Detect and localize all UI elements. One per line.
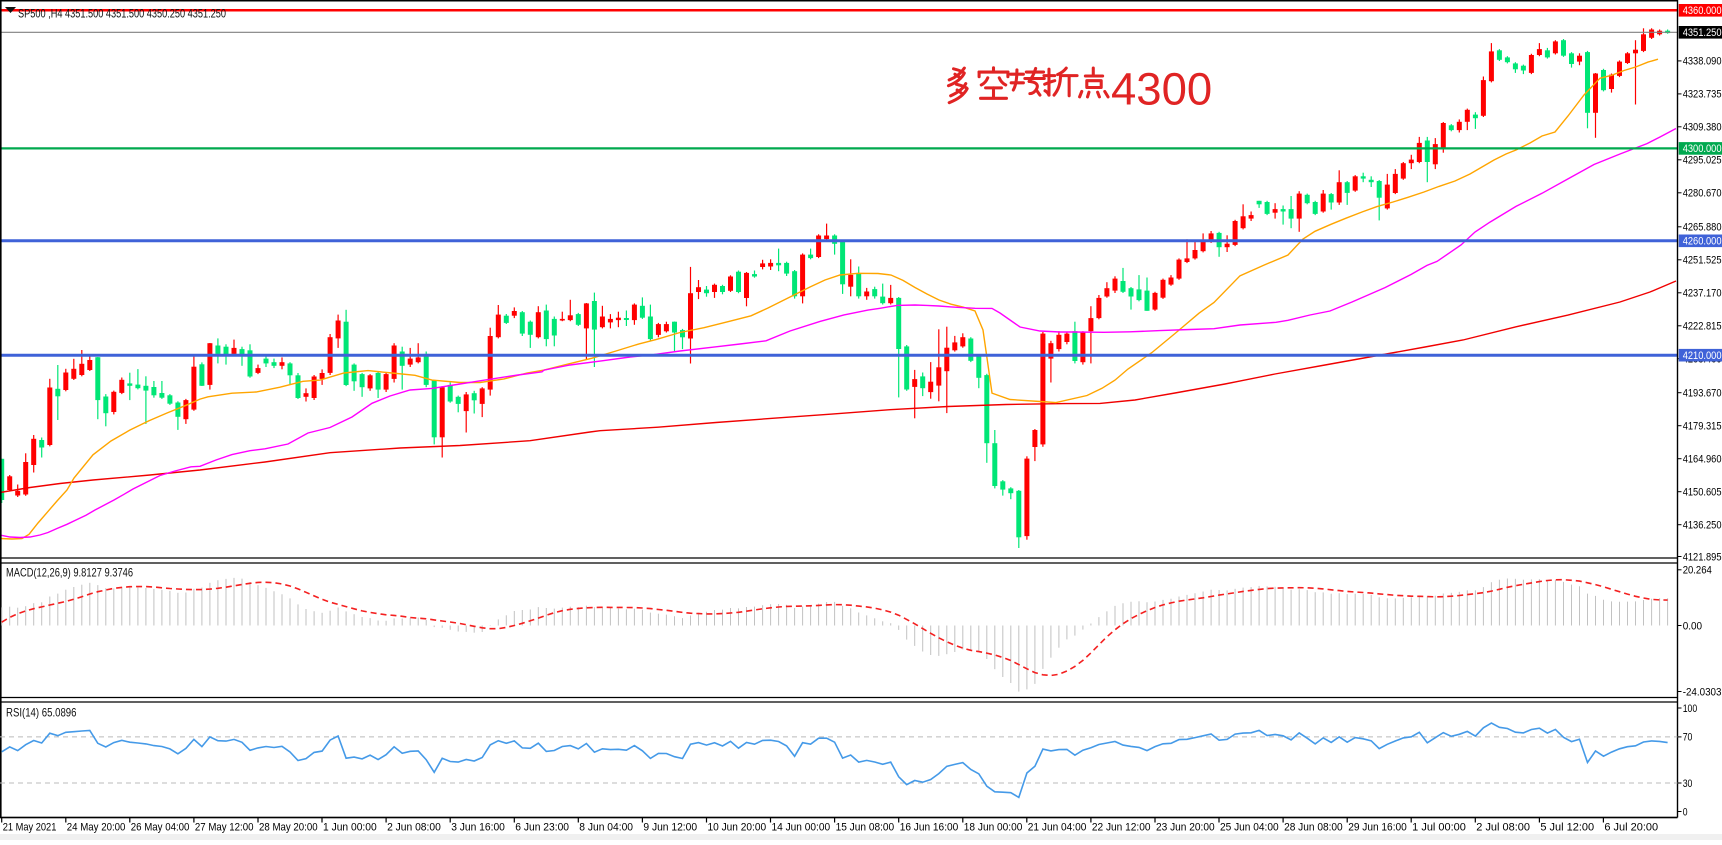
- svg-text:RSI(14) 65.0896: RSI(14) 65.0896: [6, 705, 77, 719]
- svg-text:14 Jun 00:00: 14 Jun 00:00: [772, 822, 831, 834]
- svg-text:4210.000: 4210.000: [1683, 350, 1722, 362]
- svg-text:4323.735: 4323.735: [1683, 89, 1722, 101]
- svg-text:4351.250: 4351.250: [1683, 27, 1722, 39]
- svg-text:4237.170: 4237.170: [1683, 288, 1722, 300]
- svg-text:4260.000: 4260.000: [1683, 236, 1722, 248]
- svg-text:MACD(12,26,9) 9.8127 9.3746: MACD(12,26,9) 9.8127 9.3746: [6, 565, 133, 579]
- svg-text:4121.895: 4121.895: [1683, 552, 1722, 564]
- svg-text:4222.815: 4222.815: [1683, 321, 1722, 333]
- svg-text:16 Jun 16:00: 16 Jun 16:00: [900, 822, 959, 834]
- svg-text:1 Jun 00:00: 1 Jun 00:00: [323, 822, 377, 834]
- svg-text:SP500 ,H4 4351.500 4351.500 43: SP500 ,H4 4351.500 4351.500 4350.250 435…: [18, 7, 226, 21]
- svg-text:4295.025: 4295.025: [1683, 155, 1722, 167]
- svg-text:70: 70: [1683, 732, 1693, 744]
- svg-text:5 Jul 12:00: 5 Jul 12:00: [1540, 822, 1594, 834]
- svg-text:4265.880: 4265.880: [1683, 222, 1722, 234]
- svg-text:21 May 2021: 21 May 2021: [3, 822, 57, 834]
- svg-text:4150.605: 4150.605: [1683, 487, 1722, 499]
- svg-text:4360.000: 4360.000: [1683, 5, 1722, 17]
- svg-text:20.264: 20.264: [1683, 565, 1712, 577]
- svg-text:4251.525: 4251.525: [1683, 255, 1722, 267]
- svg-text:4300: 4300: [1111, 64, 1212, 115]
- svg-text:4280.670: 4280.670: [1683, 188, 1722, 200]
- svg-text:9 Jun 12:00: 9 Jun 12:00: [643, 822, 697, 834]
- svg-text:2 Jul 08:00: 2 Jul 08:00: [1476, 822, 1530, 834]
- svg-text:100: 100: [1683, 703, 1698, 715]
- svg-text:21 Jun 04:00: 21 Jun 04:00: [1028, 822, 1087, 834]
- svg-text:4179.315: 4179.315: [1683, 421, 1722, 433]
- svg-text:8 Jun 04:00: 8 Jun 04:00: [579, 822, 633, 834]
- svg-text:30: 30: [1683, 778, 1693, 790]
- svg-text:28 Jun 08:00: 28 Jun 08:00: [1284, 822, 1343, 834]
- svg-text:4164.960: 4164.960: [1683, 454, 1722, 466]
- svg-text:3 Jun 16:00: 3 Jun 16:00: [451, 822, 505, 834]
- svg-text:24 May 20:00: 24 May 20:00: [67, 822, 126, 834]
- svg-text:15 Jun 08:00: 15 Jun 08:00: [836, 822, 895, 834]
- svg-text:0: 0: [1683, 806, 1688, 818]
- svg-text:27 May 12:00: 27 May 12:00: [195, 822, 254, 834]
- svg-text:1 Jul 00:00: 1 Jul 00:00: [1412, 822, 1466, 834]
- svg-text:25 Jun 04:00: 25 Jun 04:00: [1220, 822, 1279, 834]
- svg-text:4193.670: 4193.670: [1683, 388, 1722, 400]
- svg-text:23 Jun 20:00: 23 Jun 20:00: [1156, 822, 1215, 834]
- svg-text:22 Jun 12:00: 22 Jun 12:00: [1092, 822, 1151, 834]
- svg-text:4338.090: 4338.090: [1683, 56, 1722, 68]
- svg-text:2 Jun 08:00: 2 Jun 08:00: [387, 822, 441, 834]
- svg-text:26 May 04:00: 26 May 04:00: [131, 822, 190, 834]
- svg-text:4309.380: 4309.380: [1683, 122, 1722, 134]
- svg-text:10 Jun 20:00: 10 Jun 20:00: [708, 822, 767, 834]
- svg-text:6 Jul 20:00: 6 Jul 20:00: [1604, 822, 1658, 834]
- svg-text:18 Jun 00:00: 18 Jun 00:00: [964, 822, 1023, 834]
- svg-text:-24.0303: -24.0303: [1683, 686, 1722, 698]
- svg-text:29 Jun 16:00: 29 Jun 16:00: [1348, 822, 1407, 834]
- svg-text:0.00: 0.00: [1683, 620, 1702, 632]
- svg-text:6 Jun 23:00: 6 Jun 23:00: [515, 822, 569, 834]
- svg-text:28 May 20:00: 28 May 20:00: [259, 822, 318, 834]
- svg-text:4136.250: 4136.250: [1683, 520, 1722, 532]
- svg-text:4300.000: 4300.000: [1683, 143, 1722, 155]
